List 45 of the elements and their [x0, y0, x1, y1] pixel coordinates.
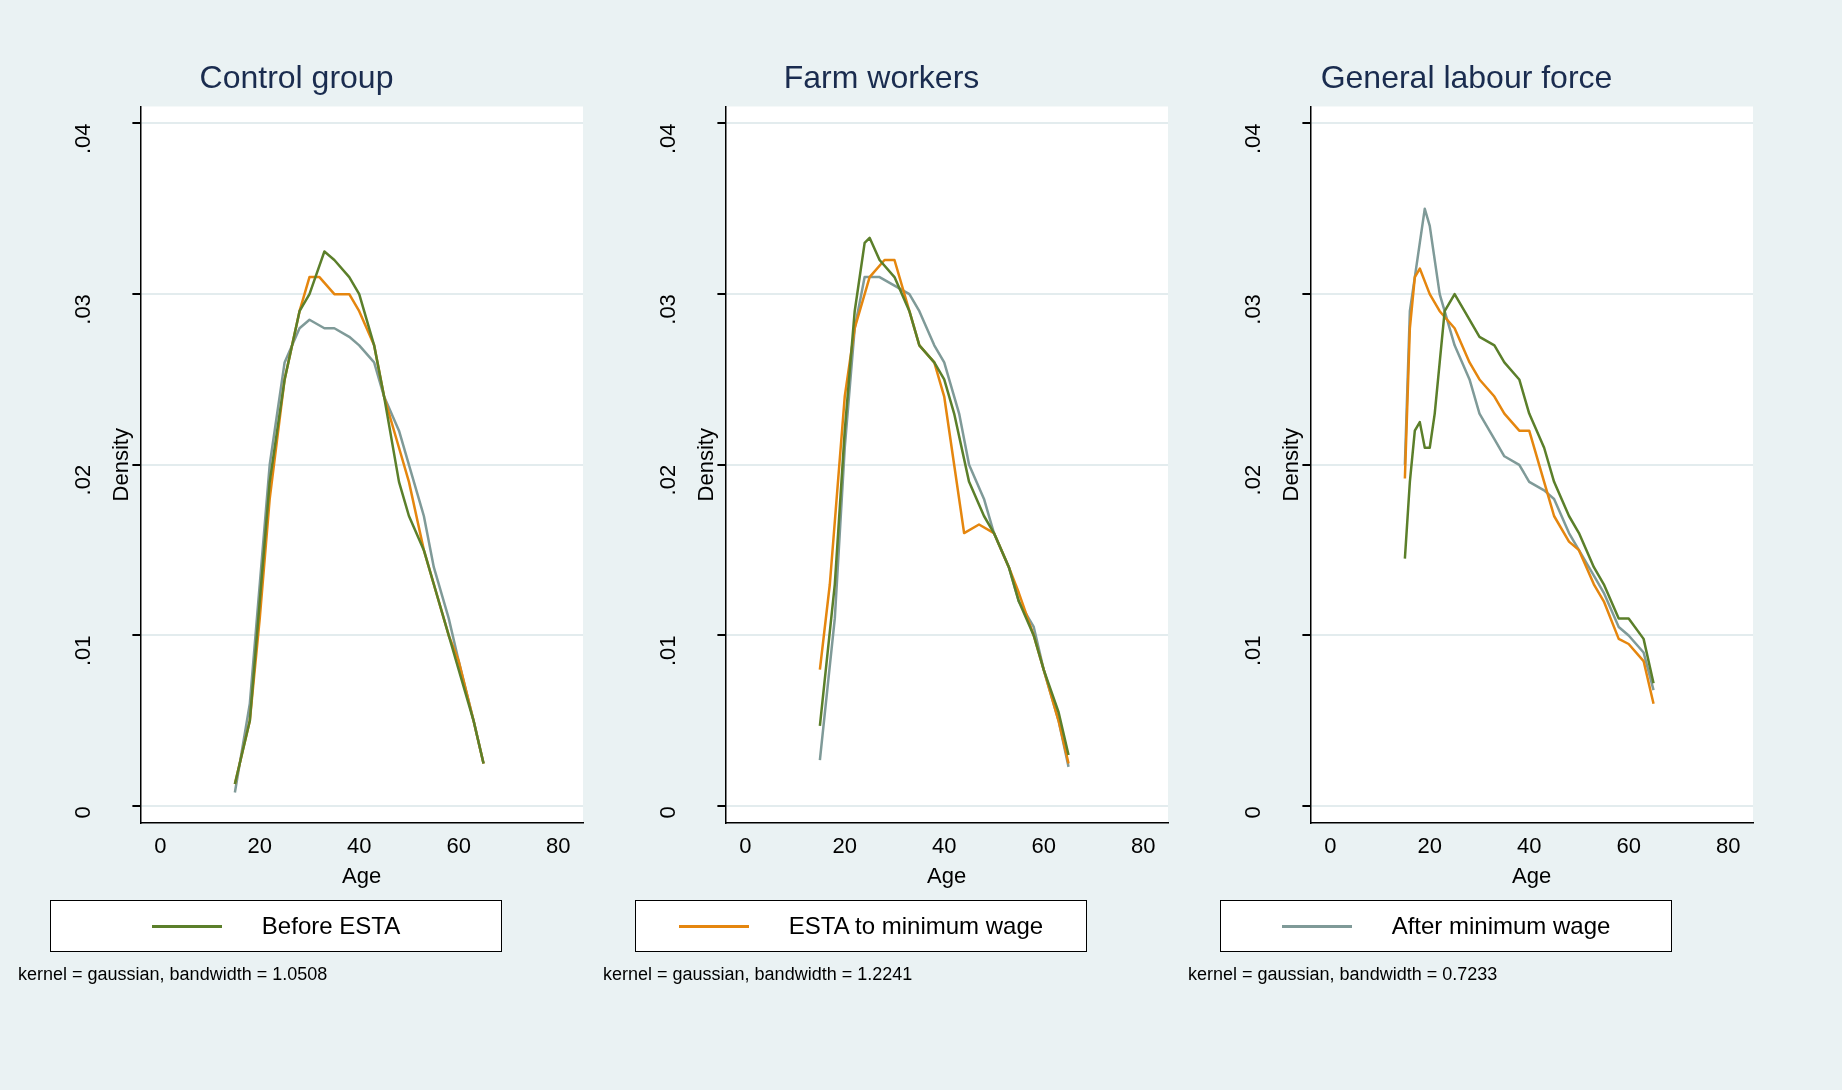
y-tick-label: .02: [655, 464, 681, 496]
x-axis-title: Age: [927, 862, 967, 888]
x-tick-label: 40: [931, 833, 957, 859]
x-axis-title: Age: [342, 862, 382, 888]
x-tick-label: 40: [346, 833, 372, 859]
x-tick-label: 80: [1715, 833, 1741, 859]
x-tick-label: 60: [446, 833, 471, 859]
x-tick-label: 0: [1324, 833, 1337, 859]
y-axis-title: Density: [1278, 428, 1304, 502]
x-tick-label: 80: [545, 833, 571, 859]
y-tick-label: .01: [70, 635, 96, 667]
chart-title: Farm workers: [783, 59, 980, 96]
legend-label: After minimum wage: [1391, 912, 1611, 940]
legend-label: Before ESTA: [261, 912, 401, 940]
y-tick-label: .03: [70, 294, 96, 325]
x-tick-label: 20: [832, 833, 857, 859]
y-tick-label: .01: [655, 635, 681, 667]
y-tick-label: .03: [655, 294, 681, 325]
legend-label: ESTA to minimum wage: [788, 912, 1044, 940]
text: kernel = gaussian, bandwidth = 1.2241: [602, 964, 913, 985]
chart-title: Control group: [199, 59, 394, 96]
x-tick-label: 40: [1516, 833, 1542, 859]
y-tick-label: .04: [655, 123, 681, 155]
y-tick-label: 0: [70, 806, 96, 819]
y-tick-label: .04: [70, 123, 96, 155]
x-tick-label: 60: [1031, 833, 1056, 859]
y-axis-title: Density: [108, 428, 134, 502]
y-tick-label: .04: [1240, 123, 1266, 155]
y-tick-label: .03: [1240, 294, 1266, 325]
x-tick-label: 80: [1130, 833, 1156, 859]
x-tick-label: 0: [739, 833, 752, 859]
y-tick-label: 0: [1240, 806, 1266, 819]
y-tick-label: .02: [70, 464, 96, 496]
x-axis-title: Age: [1512, 862, 1552, 888]
y-tick-label: 0: [655, 806, 681, 819]
chart-title: General labour force: [1320, 59, 1613, 96]
x-tick-label: 20: [1417, 833, 1442, 859]
text: kernel = gaussian, bandwidth = 1.0508: [17, 964, 328, 985]
x-tick-label: 20: [247, 833, 272, 859]
x-tick-label: 60: [1616, 833, 1641, 859]
x-tick-label: 0: [154, 833, 167, 859]
y-tick-label: .01: [1240, 635, 1266, 667]
y-axis-title: Density: [693, 428, 719, 502]
text: kernel = gaussian, bandwidth = 0.7233: [1187, 964, 1498, 985]
y-tick-label: .02: [1240, 464, 1266, 496]
